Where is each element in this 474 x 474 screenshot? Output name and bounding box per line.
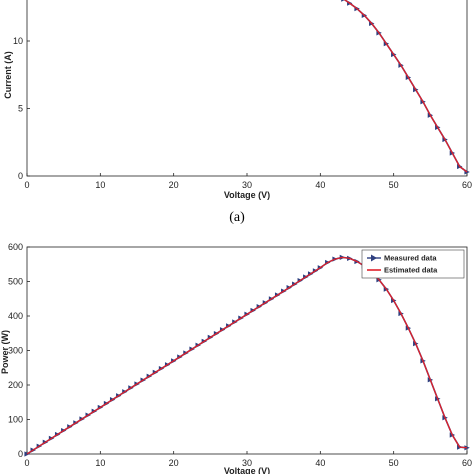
x-ticks: 0 10 20 30 40 50 60: [24, 173, 472, 190]
x-axis-label: Voltage (V): [224, 190, 270, 200]
series-line-estimated: [343, 0, 468, 173]
y-axis-label: Power (W): [0, 330, 10, 374]
x-tick-label: 20: [169, 180, 179, 190]
y-tick-label: 200: [8, 380, 23, 390]
plot-area-frame: [26, 0, 468, 177]
measured-markers: [24, 254, 470, 457]
series-line-measured: [26, 256, 468, 455]
y-tick-label: 0: [18, 171, 23, 181]
x-axis-label: Voltage (V): [224, 466, 270, 474]
x-tick-label: 0: [24, 458, 29, 468]
x-tick-label: 40: [315, 458, 325, 468]
x-tick-label: 10: [95, 458, 105, 468]
y-tick-label: 100: [8, 415, 23, 425]
series-group: [24, 254, 470, 457]
y-tick-label: 10: [13, 36, 23, 46]
y-tick-label: 400: [8, 311, 23, 321]
x-tick-label: 40: [315, 180, 325, 190]
power-voltage-chart: 0 10 20 30 40 50 60 0 100 200 300 400 500 600 Voltag…: [0, 242, 472, 474]
x-tick-label: 20: [169, 458, 179, 468]
y-axis-label: Current (A): [3, 51, 13, 99]
y-tick-label: 500: [8, 277, 23, 287]
measured-point: [341, 0, 345, 2]
y-tick-label: 300: [8, 346, 23, 356]
y-tick-label: 5: [18, 104, 23, 114]
subfigure-label: (a): [229, 210, 245, 225]
legend-estimated-label: Estimated data: [384, 266, 438, 275]
measured-point: [464, 445, 470, 451]
x-tick-label: 30: [242, 458, 252, 468]
legend: Measured data Estimated data: [361, 249, 465, 279]
y-ticks: 0 100 200 300 400 500 600: [8, 242, 30, 459]
x-tick-label: 60: [462, 180, 472, 190]
series-line-estimated: [26, 256, 468, 455]
x-ticks: 0 10 20 30 40 50 60: [24, 451, 472, 468]
y-ticks: 0 5 10: [13, 36, 30, 181]
legend-measured-label: Measured data: [384, 254, 437, 263]
y-tick-label: 600: [8, 242, 23, 252]
x-tick-label: 0: [24, 180, 29, 190]
legend-measured-marker: [371, 254, 377, 262]
x-tick-label: 50: [389, 180, 399, 190]
x-tick-label: 30: [242, 180, 252, 190]
legend-box: [361, 249, 465, 279]
x-tick-label: 10: [95, 180, 105, 190]
x-tick-label: 50: [389, 458, 399, 468]
current-voltage-chart: 0 10 20 30 40 50 60 0 5 10 Voltage (V) Current (…: [3, 0, 472, 225]
y-tick-label: 0: [18, 449, 23, 459]
x-tick-label: 60: [462, 458, 472, 468]
series-group: [341, 0, 470, 175]
